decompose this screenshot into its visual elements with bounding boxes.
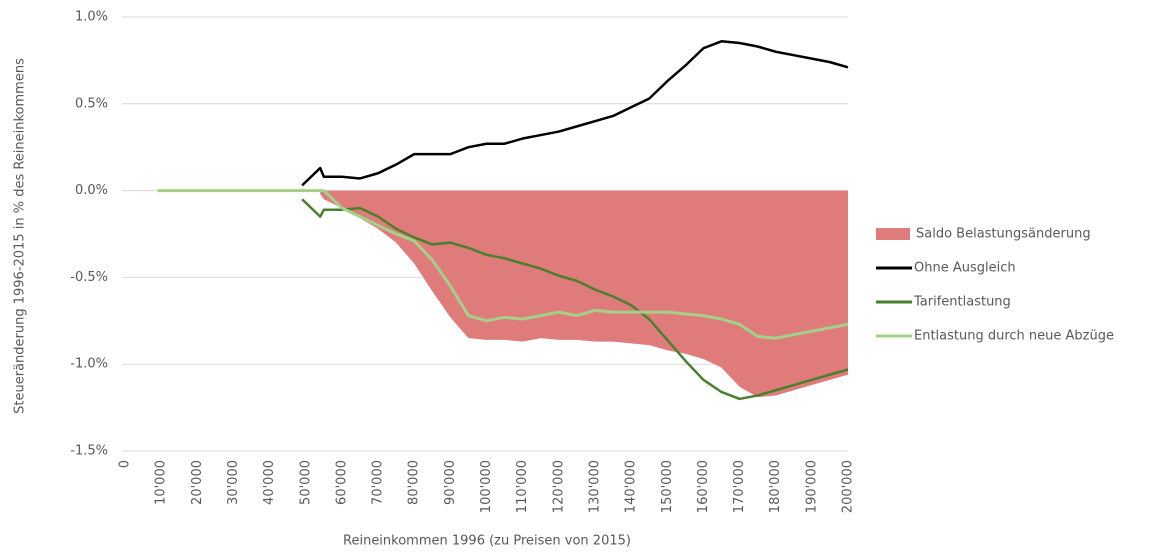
- x-tick-label: 0: [118, 460, 133, 468]
- x-tick-label: 20'000: [190, 460, 205, 505]
- y-tick-label: 0.5%: [75, 96, 108, 111]
- x-tick-label: 30'000: [226, 460, 241, 505]
- x-tick-label: 80'000: [407, 460, 422, 505]
- line: [157, 189, 849, 340]
- x-tick-label: 90'000: [443, 460, 458, 505]
- legend-label: Ohne Ausgleich: [914, 261, 1016, 276]
- line: [301, 40, 849, 187]
- x-tick-label: 130'000: [587, 460, 602, 513]
- x-tick-label: 10'000: [154, 460, 169, 505]
- y-tick-label: 1.0%: [75, 10, 108, 25]
- x-tick-label: 160'000: [696, 460, 711, 513]
- line: [301, 198, 849, 401]
- x-tick-label: 170'000: [732, 460, 747, 513]
- legend-label: Tarifentlastung: [913, 295, 1011, 310]
- y-tick-label: -0.5%: [70, 270, 108, 285]
- x-tick-label: 70'000: [371, 460, 386, 505]
- x-tick-label: 50'000: [298, 460, 313, 505]
- x-tick-label: 40'000: [262, 460, 277, 505]
- x-tick-label: 110'000: [515, 460, 530, 513]
- legend-swatch: [876, 228, 910, 240]
- x-tick-label: 180'000: [768, 460, 783, 513]
- y-tick-label: -1.0%: [70, 357, 108, 372]
- x-tick-label: 200'000: [841, 460, 856, 513]
- x-tick-label: 120'000: [551, 460, 566, 513]
- x-tick-label: 60'000: [334, 460, 349, 505]
- legend-label: Entlastung durch neue Abzüge: [914, 329, 1114, 344]
- area: [320, 190, 849, 398]
- x-tick-label: 150'000: [660, 460, 675, 513]
- legend-label: Saldo Belastungsänderung: [916, 227, 1091, 242]
- x-tick-label: 100'000: [479, 460, 494, 513]
- y-axis-title: Steueränderung 1996-2015 in % des Reinei…: [13, 58, 28, 414]
- x-axis-title: Reineinkommen 1996 (zu Preisen von 2015): [343, 534, 631, 549]
- y-tick-label: 0.0%: [75, 183, 108, 198]
- x-tick-label: 190'000: [804, 460, 819, 513]
- y-tick-label: -1.5%: [70, 444, 108, 459]
- x-tick-label: 140'000: [624, 460, 639, 513]
